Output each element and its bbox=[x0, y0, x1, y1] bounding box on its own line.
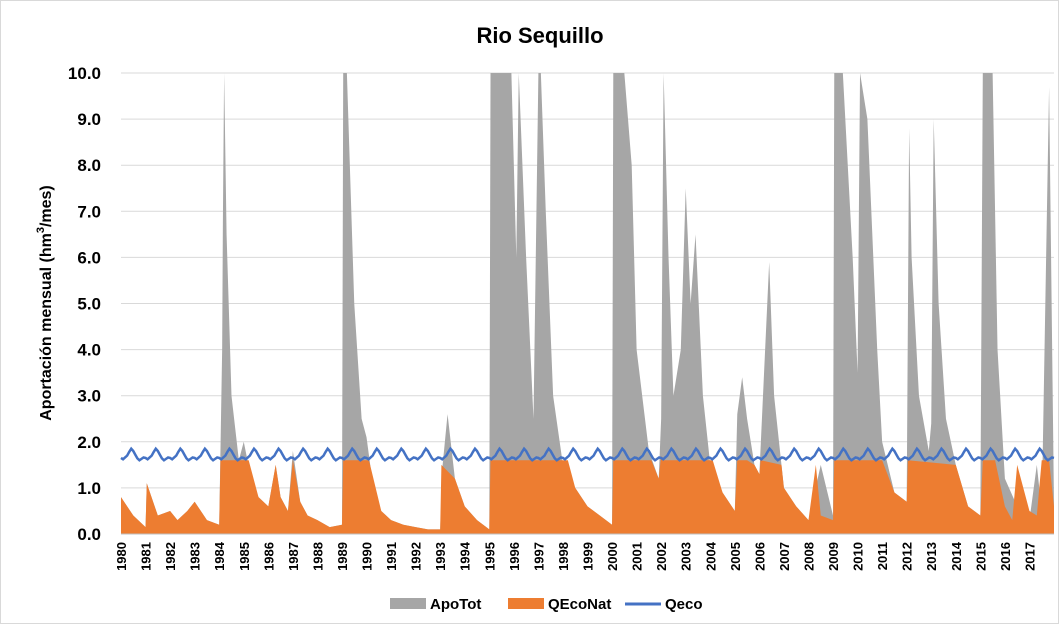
x-tick-label: 1983 bbox=[188, 542, 203, 571]
legend-label-qeco: Qeco bbox=[665, 596, 703, 613]
grid-lines bbox=[121, 72, 1054, 489]
x-tick-label: 1993 bbox=[433, 542, 448, 571]
x-tick-label: 1982 bbox=[163, 542, 178, 571]
series-qeco-line bbox=[120, 446, 1055, 462]
y-tick-label: 10.0 bbox=[68, 64, 101, 83]
x-tick-label: 1995 bbox=[482, 542, 497, 571]
x-tick-label: 1987 bbox=[286, 542, 301, 571]
chart-title: Rio Sequillo bbox=[476, 23, 603, 48]
legend-label-apotot: ApoTot bbox=[430, 596, 481, 613]
x-tick-label: 1996 bbox=[507, 542, 522, 571]
x-tick-label: 2007 bbox=[777, 542, 792, 571]
series-apotot-area bbox=[121, 73, 1054, 534]
y-axis-label: Aportación mensual (hm3/mes) bbox=[35, 185, 55, 421]
series-qeconat-area bbox=[121, 455, 1054, 534]
x-tick-label: 2005 bbox=[728, 542, 743, 571]
x-tick-label: 1985 bbox=[237, 542, 252, 571]
x-tick-label: 1997 bbox=[531, 542, 546, 571]
x-tick-label: 1989 bbox=[335, 542, 350, 571]
x-tick-label: 2001 bbox=[630, 542, 645, 571]
y-tick-label: 7.0 bbox=[77, 202, 101, 221]
x-tick-label: 2015 bbox=[973, 542, 988, 571]
x-tick-label: 2014 bbox=[949, 541, 964, 571]
x-tick-label: 2017 bbox=[1022, 542, 1037, 571]
y-tick-label: 0.0 bbox=[77, 525, 101, 544]
legend-swatch-qeconat bbox=[508, 598, 544, 609]
legend-swatch-apotot bbox=[390, 598, 426, 609]
x-tick-label: 2012 bbox=[900, 542, 915, 571]
x-tick-label: 2013 bbox=[924, 542, 939, 571]
legend: ApoTot QEcoNat Qeco bbox=[390, 596, 703, 613]
x-tick-label: 2009 bbox=[826, 542, 841, 571]
x-tick-label: 1988 bbox=[310, 542, 325, 571]
x-tick-label: 1981 bbox=[139, 542, 154, 571]
y-tick-labels: 0.0 1.0 2.0 3.0 4.0 5.0 6.0 7.0 8.0 9.0 10.0 bbox=[68, 64, 101, 544]
y-tick-label: 9.0 bbox=[77, 110, 101, 129]
x-tick-label: 1980 bbox=[114, 542, 129, 571]
x-tick-label: 2011 bbox=[875, 542, 890, 570]
x-tick-label: 2003 bbox=[679, 542, 694, 571]
legend-label-qeconat: QEcoNat bbox=[548, 596, 611, 613]
x-tick-label: 2008 bbox=[801, 542, 816, 571]
x-tick-labels: 1980 1981 1982 1983 1984 1985 1986 1987 1988 1989… bbox=[114, 541, 1037, 571]
x-tick-label: 1998 bbox=[556, 542, 571, 571]
x-tick-label: 2016 bbox=[998, 542, 1013, 571]
y-tick-label: 6.0 bbox=[77, 248, 101, 267]
x-tick-label: 2006 bbox=[752, 542, 767, 571]
x-tick-label: 2002 bbox=[654, 542, 669, 571]
y-tick-label: 8.0 bbox=[77, 156, 101, 175]
x-tick-label: 1999 bbox=[581, 542, 596, 571]
y-tick-label: 5.0 bbox=[77, 295, 101, 314]
y-tick-label: 1.0 bbox=[77, 479, 101, 498]
x-tick-label: 1991 bbox=[384, 542, 399, 571]
x-tick-label: 2000 bbox=[605, 542, 620, 571]
x-tick-label: 2004 bbox=[703, 541, 718, 571]
x-tick-label: 2010 bbox=[851, 542, 866, 571]
x-tick-label: 1986 bbox=[261, 542, 276, 571]
y-tick-label: 4.0 bbox=[77, 341, 101, 360]
x-tick-label: 1984 bbox=[212, 541, 227, 571]
x-tick-label: 1990 bbox=[360, 542, 375, 571]
y-tick-label: 3.0 bbox=[77, 387, 101, 406]
x-tick-label: 1994 bbox=[458, 541, 473, 571]
x-tick-label: 1992 bbox=[409, 542, 424, 571]
y-tick-label: 2.0 bbox=[77, 433, 101, 452]
